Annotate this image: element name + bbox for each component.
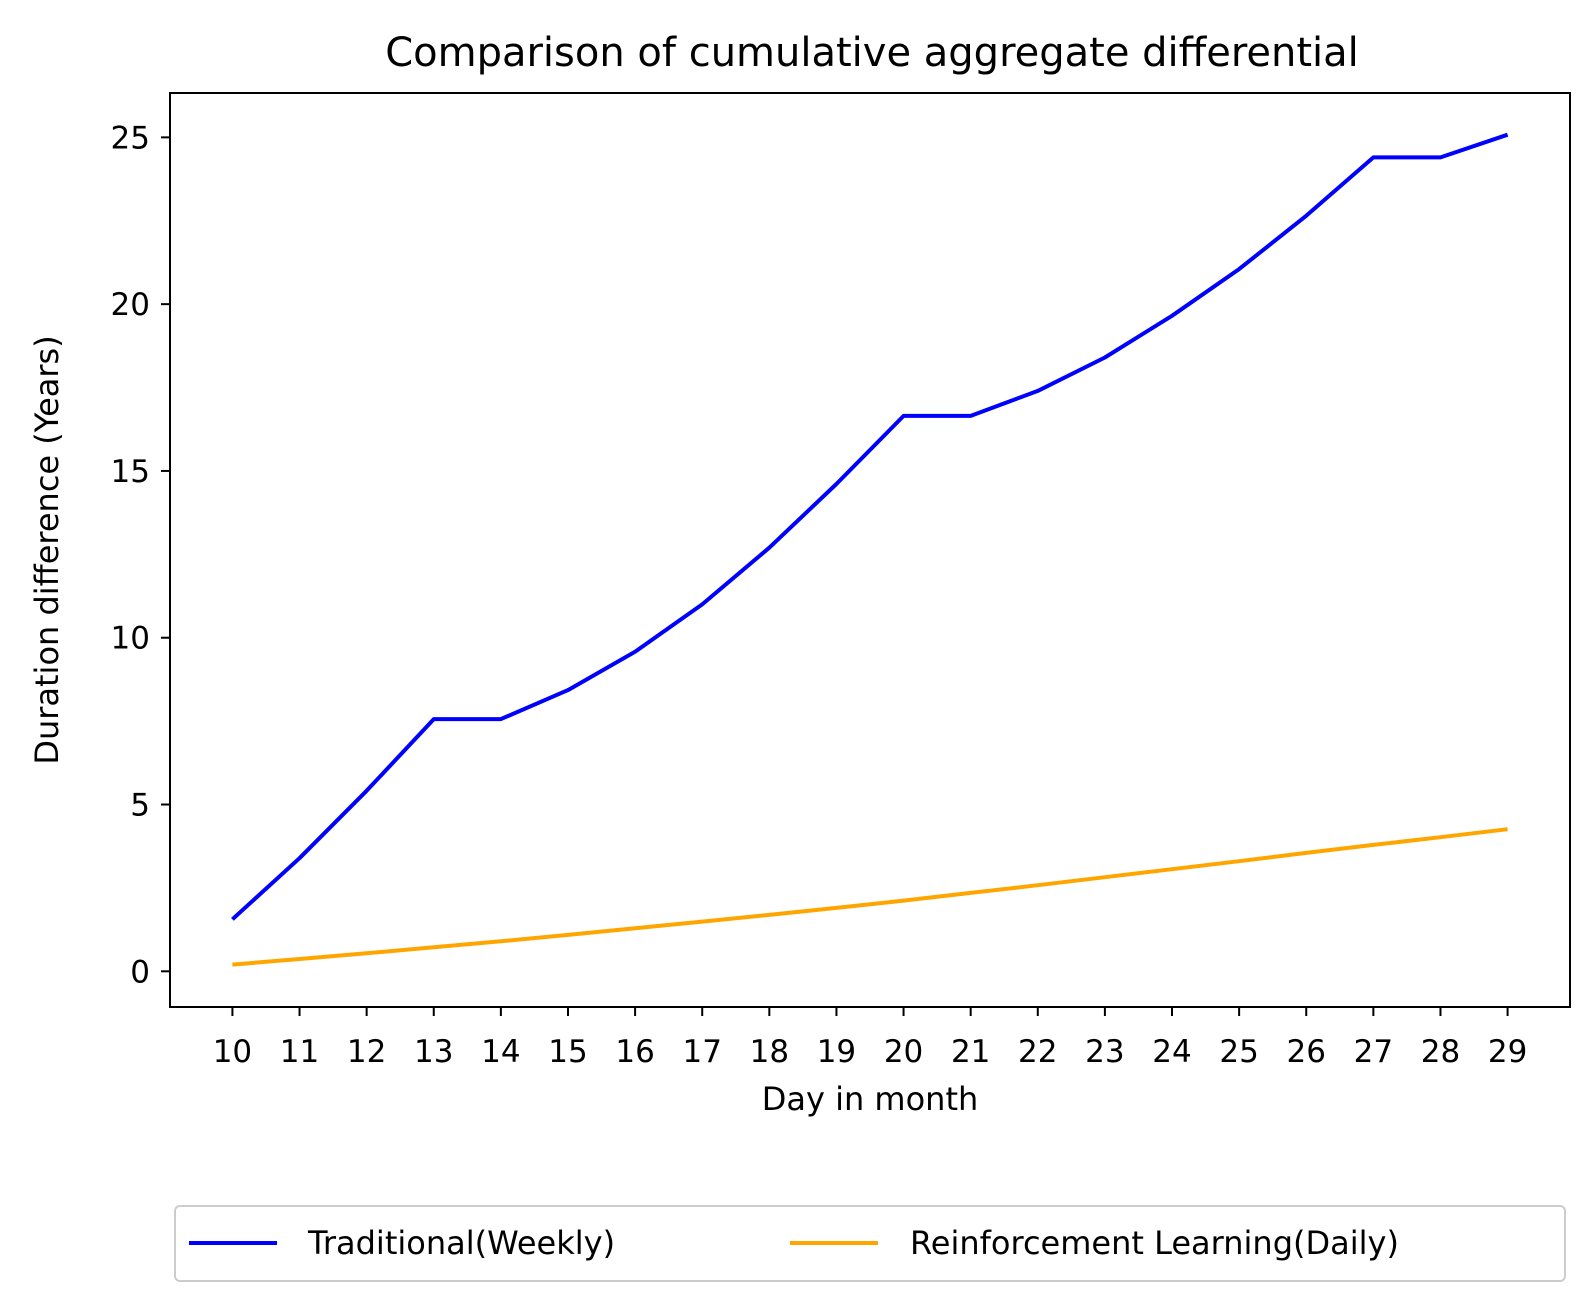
x-tick-label: 21 [951,1034,990,1070]
x-tick-label: 20 [884,1034,923,1070]
y-tick-label: 20 [111,287,150,323]
x-tick-label: 26 [1287,1034,1326,1070]
x-tick-label: 12 [347,1034,386,1070]
x-tick-label: 28 [1421,1034,1460,1070]
x-axis-label: Day in month [762,1080,979,1118]
series-line-reinforcement-learning-daily [232,827,1508,967]
plot-frame [169,92,1571,1008]
y-axis-label: Duration difference (Years) [28,335,66,764]
x-tick-label: 19 [817,1034,856,1070]
plot-area [231,132,1509,967]
x-tick-label: 24 [1152,1034,1191,1070]
y-tick-label: 0 [130,954,150,990]
x-tick-label: 18 [750,1034,789,1070]
legend-label-traditional: Traditional(Weekly) [307,1224,615,1262]
x-tick-label: 17 [682,1034,721,1070]
chart-title: Comparison of cumulative aggregate diffe… [385,30,1359,76]
x-tick-label: 27 [1354,1034,1393,1070]
y-tick-label: 25 [111,120,150,156]
y-tick-label: 10 [111,621,150,657]
x-axis: 10 11 12 13 14 15 16 17 18 19 20 21 22 23 24 25 26 27 28 29 [213,1007,1527,1070]
y-tick-label: 5 [130,788,150,824]
x-tick-label: 10 [213,1034,252,1070]
x-tick-label: 13 [414,1034,453,1070]
series-line-traditional-weekly [231,132,1509,921]
y-tick-label: 15 [111,454,150,490]
legend: Traditional(Weekly) Reinforcement Learni… [174,1205,1566,1282]
x-tick-label: 23 [1085,1034,1124,1070]
x-tick-label: 16 [615,1034,654,1070]
x-tick-label: 25 [1219,1034,1258,1070]
x-tick-label: 22 [1018,1034,1057,1070]
y-axis: 0 5 10 15 20 25 [111,120,170,990]
x-tick-label: 14 [481,1034,520,1070]
x-tick-label: 29 [1488,1034,1527,1070]
x-tick-label: 11 [280,1034,319,1070]
legend-label-reinforcement-learning: Reinforcement Learning(Daily) [910,1224,1399,1262]
x-tick-label: 15 [548,1034,587,1070]
